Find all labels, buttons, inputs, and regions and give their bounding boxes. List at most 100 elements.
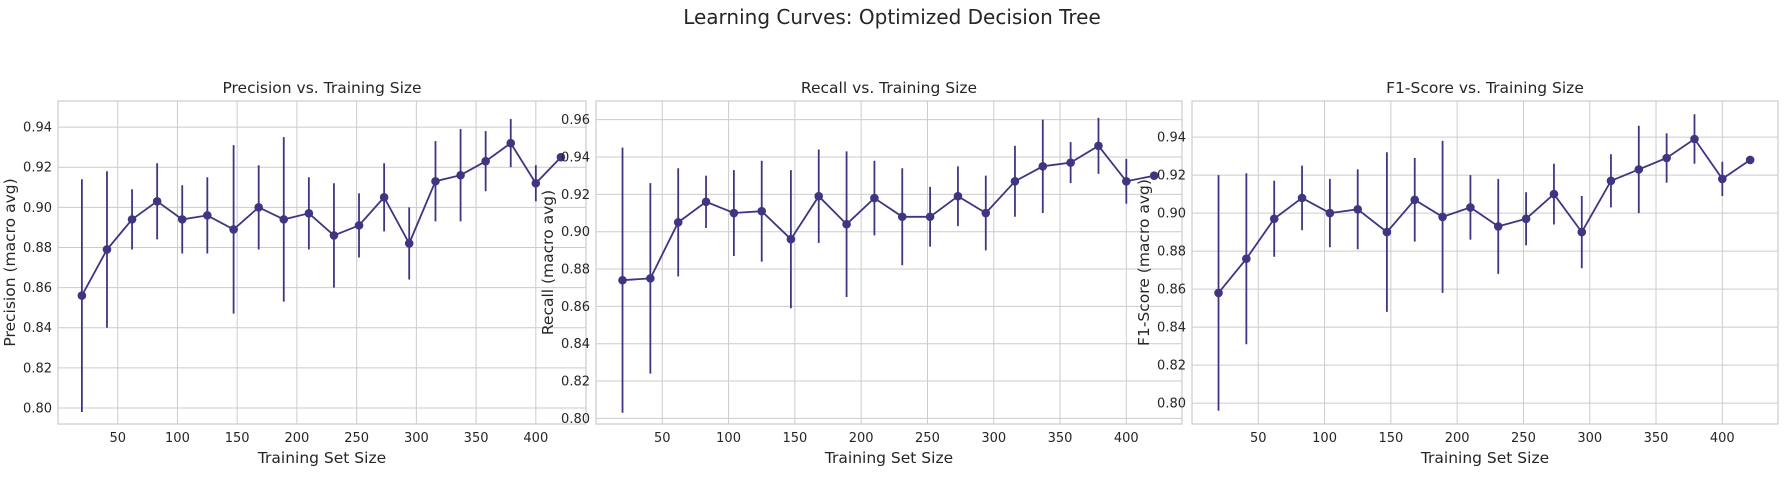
data-point [1038, 162, 1048, 171]
data-point [870, 193, 879, 203]
data-point [1269, 214, 1279, 224]
data-point [673, 218, 683, 227]
data-point [1122, 176, 1131, 186]
y-tick-label: 0.82 [23, 361, 52, 376]
y-tick-label: 0.80 [23, 401, 52, 416]
x-tick-label: 150 [225, 431, 250, 446]
x-tick-label: 50 [109, 431, 126, 446]
subplot-2: 50 100 150 200 250 300 350 400 0.80 0.82 0.84 0.86 0… [539, 79, 1183, 467]
x-tick-label: 300 [1577, 431, 1602, 446]
data-point [981, 208, 991, 218]
y-tick-label: 0.92 [561, 188, 590, 203]
y-tick-label: 0.92 [23, 161, 52, 176]
data-point [102, 245, 112, 254]
data-point [757, 206, 767, 216]
data-point [1690, 134, 1699, 144]
x-tick-label: 400 [1710, 431, 1735, 446]
x-tick-label: 250 [344, 431, 369, 446]
data-point [1094, 141, 1103, 151]
y-tick-label: 0.90 [1157, 207, 1186, 222]
data-point [1297, 193, 1307, 203]
data-point [925, 212, 935, 222]
y-tick-label: 0.94 [561, 151, 590, 166]
data-point [279, 215, 289, 224]
data-point [1466, 203, 1475, 212]
y-tick-label: 0.94 [1157, 131, 1186, 146]
x-tick-label: 400 [1114, 431, 1139, 446]
data-point [1745, 155, 1755, 165]
data-point [329, 231, 339, 240]
x-tick-label: 200 [284, 431, 309, 446]
plot-frame [1191, 100, 1779, 425]
y-tick-label: 0.94 [23, 121, 52, 136]
data-point [354, 221, 364, 230]
x-tick-label: 200 [849, 431, 874, 446]
data-point [1549, 189, 1559, 199]
data-point [1382, 227, 1392, 237]
data-point [77, 291, 87, 300]
data-point [404, 239, 414, 248]
x-tick-label: 150 [1378, 431, 1403, 446]
x-tick-label: 200 [1445, 431, 1470, 446]
x-axis-label: Training Set Size [1420, 449, 1549, 467]
data-point [481, 156, 490, 166]
data-point [254, 203, 263, 212]
plot-frame [595, 100, 1183, 425]
data-point [1066, 158, 1075, 167]
data-point [431, 176, 440, 186]
data-point [531, 178, 541, 188]
data-point [1606, 176, 1616, 186]
y-tick-label: 0.86 [23, 281, 52, 296]
y-tick-label: 0.96 [561, 113, 590, 128]
data-point [729, 208, 739, 218]
x-tick-label: 100 [716, 431, 741, 446]
y-tick-label: 0.92 [1157, 169, 1186, 184]
x-tick-label: 50 [654, 431, 671, 446]
y-tick-label: 0.88 [1157, 245, 1186, 260]
series-line [622, 144, 1155, 282]
y-tick-label: 0.84 [561, 337, 590, 352]
y-tick-label: 0.88 [561, 263, 590, 278]
x-tick-label: 300 [981, 431, 1006, 446]
data-point [1242, 254, 1251, 263]
data-point [1010, 176, 1020, 186]
data-point [556, 152, 566, 162]
y-tick-label: 0.82 [1157, 359, 1186, 374]
data-point [701, 197, 711, 207]
y-axis-label: F1-Score (macro avg) [1135, 179, 1153, 346]
y-tick-label: 0.90 [23, 201, 52, 216]
data-point [786, 234, 796, 244]
y-tick-label: 0.86 [1157, 283, 1186, 298]
data-point [127, 215, 137, 224]
subplot-title: Precision vs. Training Size [222, 79, 421, 97]
data-point [1634, 165, 1644, 174]
y-axis-label: Precision (macro avg) [1, 178, 19, 346]
data-point [1410, 195, 1420, 205]
y-tick-label: 0.80 [561, 412, 590, 427]
data-point [177, 215, 187, 224]
data-point [618, 275, 627, 285]
y-tick-label: 0.88 [23, 241, 52, 256]
data-point [1438, 212, 1447, 222]
plot-frame [57, 100, 587, 425]
subplot-title: Recall vs. Training Size [801, 79, 977, 97]
x-tick-label: 350 [1048, 431, 1073, 446]
data-point [1662, 153, 1671, 163]
data-point [814, 191, 824, 201]
data-point [953, 191, 963, 201]
data-point [1353, 205, 1363, 214]
data-point [304, 209, 314, 218]
subplot-3: 50 100 150 200 250 300 350 400 0.80 0.82 0.84 0.86 0… [1135, 79, 1779, 467]
data-point [456, 170, 465, 180]
x-tick-label: 300 [404, 431, 429, 446]
data-point [1521, 214, 1531, 224]
y-tick-label: 0.84 [1157, 321, 1186, 336]
x-tick-label: 250 [1511, 431, 1536, 446]
data-point [506, 138, 516, 148]
data-point [1214, 288, 1223, 298]
y-tick-label: 0.82 [561, 375, 590, 390]
data-point [897, 212, 907, 222]
data-point [1493, 222, 1503, 231]
data-point [152, 197, 162, 206]
